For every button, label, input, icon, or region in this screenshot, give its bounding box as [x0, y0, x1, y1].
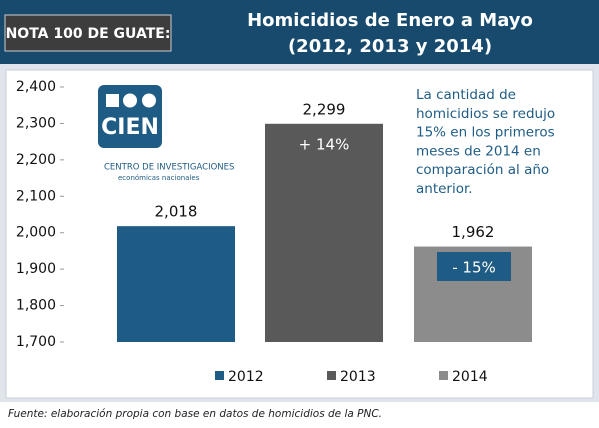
bar: [265, 123, 383, 343]
y-tick-label: 1,700: [16, 334, 56, 350]
logo-name: CIEN: [101, 115, 159, 140]
data-label: 2,018: [155, 203, 198, 221]
y-tick-label: 2,000: [16, 225, 56, 241]
note-line: comparación al año: [416, 162, 549, 178]
source: Fuente: elaboración propia con base en d…: [8, 408, 382, 420]
annotation: - 15%: [452, 259, 496, 277]
logo-shape: [106, 94, 119, 107]
y-tick-label: 2,100: [16, 188, 56, 204]
logo-shape: [123, 93, 137, 108]
legend-swatch: [215, 371, 224, 380]
bar: [117, 226, 235, 342]
annotation: + 14%: [299, 136, 350, 154]
note-line: homicidios se redujo: [416, 106, 555, 122]
y-tick-label: 2,400: [16, 79, 56, 95]
legend-label: 2012: [228, 369, 264, 385]
y-tick-label: 1,900: [16, 261, 56, 277]
y-tick-label: 2,300: [16, 115, 56, 131]
legend-swatch: [327, 371, 336, 380]
note-line: La cantidad de: [416, 87, 516, 103]
header-label: NOTA 100 DE GUATE:: [6, 26, 171, 42]
note-line: meses de 2014 en: [416, 143, 541, 159]
data-label: 1,962: [452, 223, 495, 241]
legend-label: 2013: [340, 369, 376, 385]
logo-shape: [142, 93, 156, 108]
chart-subtitle: (2012, 2013 y 2014): [288, 36, 492, 57]
legend-label: 2014: [452, 369, 488, 385]
note-line: anterior.: [416, 181, 473, 197]
logo: CIEN CENTRO DE INVESTIGACIONES económica…: [98, 85, 234, 182]
data-label: 2,299: [303, 100, 346, 118]
logo-line: económicas nacionales: [118, 174, 200, 182]
annotation-box: [437, 252, 511, 281]
logo-line: CENTRO DE INVESTIGACIONES: [104, 163, 234, 173]
header-label-box: [4, 14, 172, 52]
note-line: 15% en los primeros: [416, 125, 555, 141]
y-tick-label: 2,200: [16, 152, 56, 168]
footer-band: [0, 402, 599, 428]
chart-title: Homicidios de Enero a Mayo: [247, 10, 533, 31]
y-tick-label: 1,800: [16, 298, 56, 314]
legend-swatch: [439, 371, 448, 380]
